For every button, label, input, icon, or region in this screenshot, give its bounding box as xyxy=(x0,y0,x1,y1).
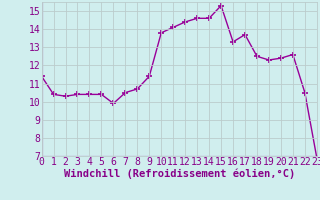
X-axis label: Windchill (Refroidissement éolien,°C): Windchill (Refroidissement éolien,°C) xyxy=(64,169,295,179)
